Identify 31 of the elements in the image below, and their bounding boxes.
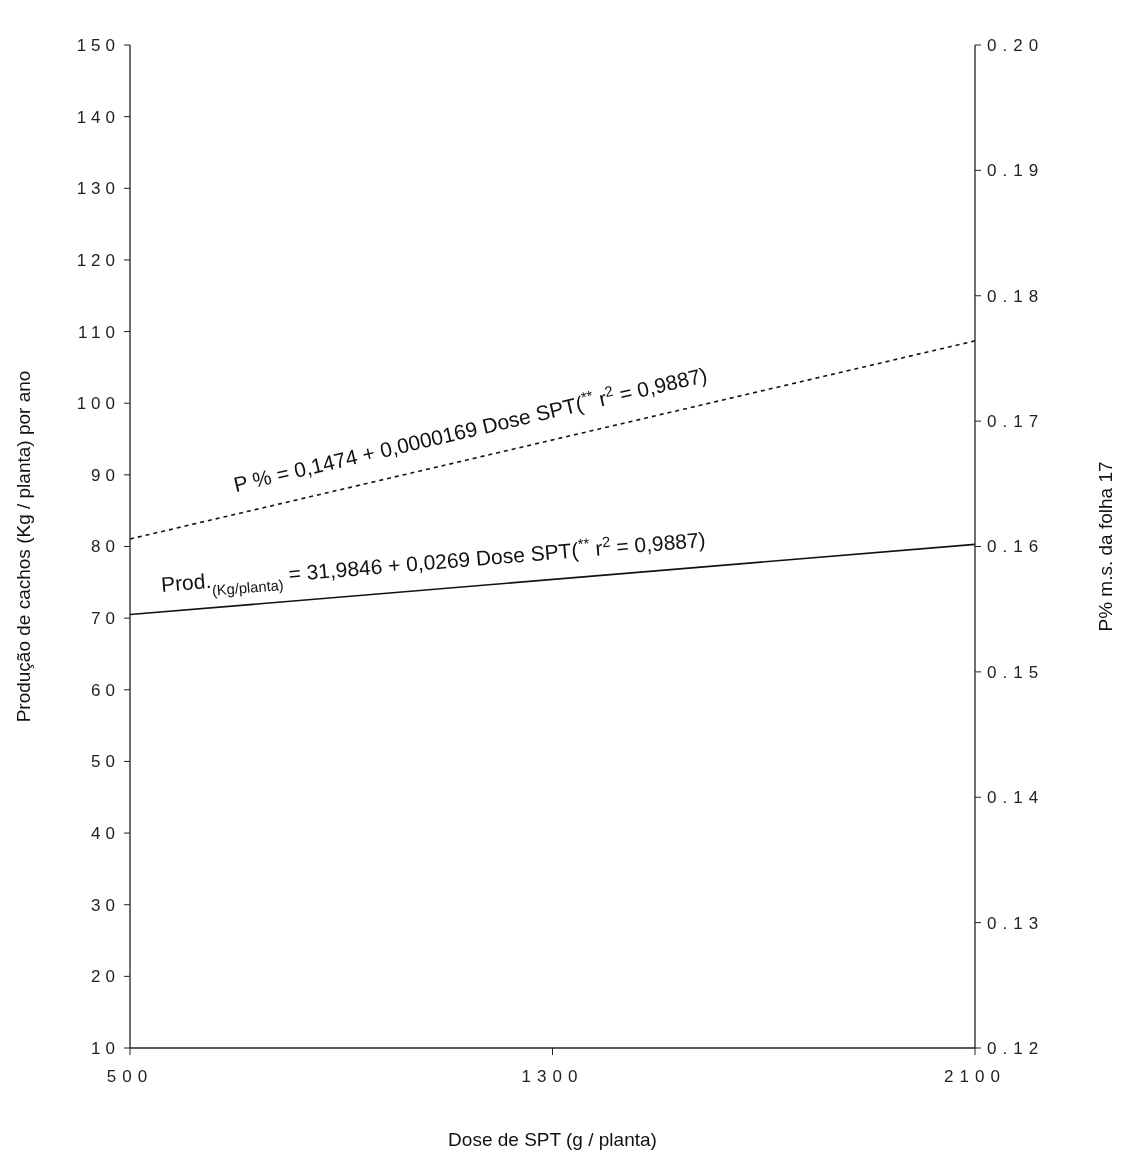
y2-tick-label: 0.12 <box>987 1038 1045 1058</box>
y-tick-label: 50 <box>91 752 120 772</box>
x-tick-label: 1300 <box>521 1067 584 1086</box>
y-tick-label: 110 <box>77 322 120 342</box>
y2-tick-label: 0.20 <box>987 35 1045 55</box>
y2-tick-label: 0.16 <box>987 537 1045 557</box>
y-tick-label: 10 <box>91 1038 120 1058</box>
y-tick-label: 150 <box>76 35 120 55</box>
y-tick-label: 60 <box>91 680 120 700</box>
y-tick-label: 140 <box>76 107 120 127</box>
y2-tick-label: 0.17 <box>987 412 1045 432</box>
x-tick-label: 500 <box>106 1067 154 1086</box>
annotation: Prod.$_{(Kg/planta)}$ = 31,9846 + 0,0269 Dose SPT($^{**}$ r$^{2}$ = 0,9887) <box>160 527 707 599</box>
y-tick-label: 80 <box>91 537 120 557</box>
y2-tick-label: 0.15 <box>987 662 1045 682</box>
y-tick-label: 120 <box>76 250 120 270</box>
y-tick-label: 70 <box>91 609 120 629</box>
y-tick-label: 90 <box>91 465 120 485</box>
y2-tick-label: 0.14 <box>987 788 1045 808</box>
y-tick-label: 30 <box>91 895 120 915</box>
y-tick-label: 130 <box>76 179 120 199</box>
y2-tick-label: 0.18 <box>987 286 1045 306</box>
y-tick-label: 100 <box>76 394 120 414</box>
y2-tick-label: 0.13 <box>987 913 1045 933</box>
y-tick-label: 40 <box>91 824 120 844</box>
x-tick-label: 2100 <box>944 1067 1006 1086</box>
y2-axis-title: P% m.s. da folha 17 <box>1095 461 1116 632</box>
x-axis-title: Dose de SPT (g / planta) <box>448 1129 657 1150</box>
y-tick-label: 20 <box>91 967 120 987</box>
y-axis-title: Produção de cachos (Kg / planta) por ano <box>13 370 34 723</box>
y2-tick-label: 0.19 <box>987 161 1045 181</box>
